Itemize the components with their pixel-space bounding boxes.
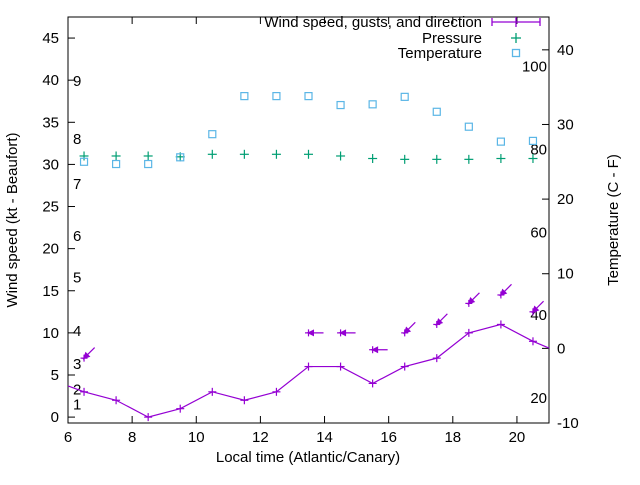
y-left-tick-label: 10: [42, 325, 59, 342]
x-tick-label: 10: [188, 429, 205, 446]
gust-arrowhead: [435, 318, 444, 326]
beaufort-label: 8: [73, 131, 81, 148]
fahrenheit-label: 80: [530, 141, 547, 158]
temperature-point: [272, 92, 281, 101]
y-left-tick-label: 20: [42, 241, 59, 258]
temperature-point: [79, 157, 89, 166]
x-tick-label: 6: [64, 429, 72, 446]
y-left-tick-label: 15: [42, 283, 59, 300]
x-tick-label: 16: [380, 429, 397, 446]
temperature-point: [144, 159, 153, 169]
series-temperature: [79, 92, 538, 169]
temperature-point: [432, 107, 441, 116]
y-right-tick-label: 30: [557, 116, 574, 133]
series-pressure: [79, 149, 538, 164]
y-right-tick-label: 10: [557, 266, 574, 283]
y-left-tick-label: 35: [42, 114, 59, 131]
legend-symbol-temperature-icon: [511, 48, 521, 58]
temperature-point: [528, 136, 538, 145]
x-tick-label: 14: [316, 429, 333, 446]
y-right-tick-label: 40: [557, 42, 574, 59]
beaufort-label: 6: [73, 228, 81, 245]
beaufort-label: 4: [73, 323, 81, 340]
temperature-point: [368, 100, 377, 109]
y-right-tick-label: 0: [557, 340, 565, 357]
beaufort-label: 3: [73, 356, 81, 373]
y-left-tick-label: 5: [51, 367, 59, 384]
gust-arrowhead: [82, 351, 91, 360]
temperature-point: [208, 130, 217, 139]
y-left-tick-label: 45: [42, 30, 59, 47]
legend: Wind speed, gusts, and direction Pressur…: [264, 14, 541, 62]
beaufort-label: 9: [73, 73, 81, 90]
y-right-tick-label: -10: [557, 415, 579, 432]
temperature-point: [336, 100, 345, 110]
y-left-tick-label: 30: [42, 156, 59, 173]
gust-arrowhead: [467, 297, 476, 305]
x-axis-title: Local time (Atlantic/Canary): [216, 449, 400, 466]
series-wind-gusts-direction-arrows-: [80, 283, 544, 362]
legend-symbol-wind-icon: [491, 17, 541, 27]
y-left-tick-label: 25: [42, 199, 59, 216]
temperature-point: [240, 92, 249, 101]
x-tick-label: 8: [128, 429, 136, 446]
fahrenheit-label: 100: [522, 58, 547, 75]
temperature-point: [464, 122, 473, 131]
beaufort-label: 5: [73, 269, 81, 286]
x-tick-label: 20: [509, 429, 526, 446]
plot-border: [67, 16, 550, 424]
series-wind-speed-gusts-and-direction: [67, 320, 550, 422]
legend-label-pressure: Pressure: [422, 30, 482, 47]
y-right-tick-label: 20: [557, 191, 574, 208]
fahrenheit-label: 60: [530, 224, 547, 241]
y-right-axis-title: Temperature (C - F): [605, 154, 622, 286]
data-series: [67, 92, 550, 422]
gust-arrowhead: [531, 305, 540, 313]
beaufort-label: 1: [73, 396, 81, 413]
fahrenheit-label: 20: [530, 390, 547, 407]
legend-label-wind: Wind speed, gusts, and direction: [264, 14, 482, 31]
legend-symbol-pressure-icon: [511, 33, 521, 43]
y-left-tick-label: 40: [42, 72, 59, 89]
temperature-point: [496, 137, 505, 146]
axes-and-ticks: 6 8 10 12 14 16 18 20051015202530354045-1001020…: [42, 16, 579, 446]
gust-arrowhead: [403, 326, 412, 334]
temperature-point: [111, 159, 121, 169]
gust-arrowhead: [499, 288, 508, 297]
x-tick-label: 12: [252, 429, 269, 446]
y-left-axis-title: Wind speed (kt - Beaufort): [4, 132, 21, 307]
temperature-point: [304, 92, 313, 101]
temperature-point: [176, 153, 185, 162]
legend-label-temperature: Temperature: [398, 45, 482, 62]
beaufort-label: 7: [73, 176, 81, 193]
x-tick-label: 18: [444, 429, 461, 446]
temperature-point: [400, 92, 409, 101]
wind-speed-line: [67, 323, 550, 418]
y-left-tick-label: 0: [51, 409, 59, 426]
